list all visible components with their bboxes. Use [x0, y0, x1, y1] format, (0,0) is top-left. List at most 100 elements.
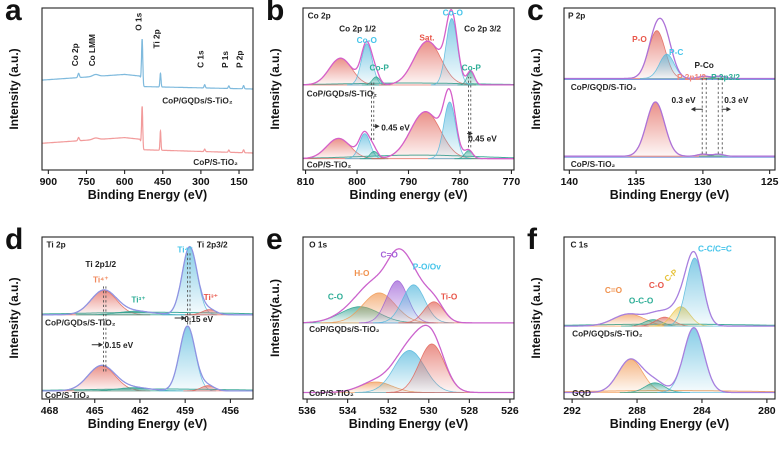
- svg-text:Ti³⁺: Ti³⁺: [204, 292, 218, 302]
- panel-f: f Intensity (a.u.) Binding Energy (eV) C…: [522, 223, 783, 458]
- svg-text:Co 2p 1/2: Co 2p 1/2: [339, 24, 376, 34]
- panel-d-plot: CoP/GQDs/S-TiO₂ CoP/S-TiO₂ 468 465 462 459 456…: [41, 236, 254, 417]
- svg-text:526: 526: [501, 405, 519, 417]
- panel-d: d Intensity (a.u.) Binding Energy (eV) C…: [0, 223, 261, 458]
- svg-text:CoP/GQDs/S-TiO₂: CoP/GQDs/S-TiO₂: [309, 324, 380, 334]
- svg-text:CoP/GQDs/S-TiO₂: CoP/GQDs/S-TiO₂: [45, 317, 116, 327]
- panel-c-letter: c: [527, 0, 544, 27]
- panel-a: a Intensity (a.u.) Binding Energy (eV) C…: [0, 0, 261, 229]
- svg-text:810: 810: [297, 176, 315, 188]
- svg-text:Ti 2p1/2: Ti 2p1/2: [85, 259, 116, 269]
- svg-text:Co-P: Co-P: [370, 62, 390, 72]
- svg-text:125: 125: [761, 176, 779, 188]
- svg-text:0.3 eV: 0.3 eV: [672, 95, 696, 105]
- svg-text:534: 534: [339, 405, 357, 417]
- svg-text:530: 530: [420, 405, 438, 417]
- svg-text:O-C-O: O-C-O: [629, 295, 654, 305]
- svg-text:CoP/S-TiO₂: CoP/S-TiO₂: [45, 390, 90, 400]
- svg-text:459: 459: [176, 405, 194, 417]
- panel-d-letter: d: [5, 223, 24, 256]
- panel-b-xlabel: Binding energy (eV): [349, 188, 468, 202]
- svg-text:750: 750: [78, 176, 96, 188]
- svg-text:462: 462: [131, 405, 149, 417]
- panel-e-letter: e: [266, 223, 283, 256]
- panel-e-xlabel: Binding Energy (eV): [348, 417, 469, 431]
- svg-text:Ti³⁺: Ti³⁺: [131, 295, 145, 305]
- svg-text:130: 130: [694, 176, 712, 188]
- svg-text:CoP/S-TiO₂: CoP/S-TiO₂: [307, 160, 352, 170]
- panel-b-plot: CoP/GQDs/S-TiO₂ CoP/S-TiO₂ 810 800 790 780 770…: [297, 7, 521, 188]
- svg-text:0.45 eV: 0.45 eV: [381, 122, 410, 132]
- panel-a-plot: CoP/GQDs/S-TiO₂ CoP/S-TiO₂ 900 750 600 450 300…: [40, 7, 254, 188]
- svg-text:Co 2p: Co 2p: [308, 11, 331, 21]
- svg-text:P-O: P-O: [632, 34, 647, 44]
- svg-text:CoP/S-TiO₂: CoP/S-TiO₂: [193, 157, 238, 167]
- svg-text:P 2p: P 2p: [568, 11, 585, 21]
- svg-text:Ti 2p: Ti 2p: [152, 29, 162, 48]
- svg-text:0.15 eV: 0.15 eV: [105, 340, 134, 350]
- svg-text:C=O: C=O: [605, 285, 623, 295]
- svg-text:135: 135: [627, 176, 645, 188]
- svg-text:465: 465: [86, 405, 104, 417]
- svg-text:456: 456: [222, 405, 240, 417]
- svg-text:Co-O: Co-O: [443, 7, 464, 17]
- panel-c: c Intensity (a.u.) Binding Energy (eV) C…: [522, 0, 783, 229]
- svg-text:H-O: H-O: [354, 268, 370, 278]
- panel-b-letter: b: [266, 0, 285, 27]
- panel-c-plot: CoP/GQD/S-TiO₂ CoP/S-TiO₂ 140 135 130 125 P 2p…: [561, 7, 779, 188]
- svg-text:C-O: C-O: [328, 291, 344, 301]
- svg-text:C=O: C=O: [381, 249, 399, 259]
- svg-text:Co 2p 3/2: Co 2p 3/2: [464, 24, 501, 34]
- svg-text:Ti⁴⁺: Ti⁴⁺: [177, 244, 193, 254]
- svg-text:536: 536: [298, 405, 316, 417]
- svg-text:P 1s: P 1s: [220, 51, 230, 68]
- panel-e: e Intensity(a.u.) Binding Energy (eV) Co…: [261, 223, 522, 458]
- panel-f-letter: f: [527, 223, 537, 256]
- svg-text:O 1s: O 1s: [309, 240, 327, 250]
- panel-b: b Intensity (a.u.) Binding energy (eV) C…: [261, 0, 522, 229]
- svg-text:CoP/S-TiO₂: CoP/S-TiO₂: [309, 388, 354, 398]
- svg-text:0.3 eV: 0.3 eV: [724, 95, 748, 105]
- svg-text:P 2p1/2: P 2p1/2: [677, 72, 706, 82]
- svg-text:CoP/GQDs/S-TiO₂: CoP/GQDs/S-TiO₂: [307, 88, 378, 98]
- svg-text:468: 468: [41, 405, 59, 417]
- svg-text:Ti 2p3/2: Ti 2p3/2: [197, 240, 228, 250]
- svg-text:450: 450: [154, 176, 172, 188]
- svg-text:532: 532: [379, 405, 397, 417]
- svg-text:P-C: P-C: [669, 47, 683, 57]
- svg-text:P 2p: P 2p: [235, 51, 245, 68]
- svg-text:Ti⁴⁺: Ti⁴⁺: [93, 274, 109, 284]
- svg-text:GQD: GQD: [572, 388, 591, 398]
- svg-text:C-P: C-P: [662, 266, 680, 283]
- panel-e-plot: CoP/GQDs/S-TiO₂ CoP/S-TiO₂ 536 534 532 530 528…: [298, 236, 519, 417]
- svg-text:Sat.: Sat.: [419, 32, 434, 42]
- svg-text:C 1s: C 1s: [196, 50, 206, 68]
- svg-text:780: 780: [451, 176, 469, 188]
- svg-text:CoP/S-TiO₂: CoP/S-TiO₂: [571, 159, 616, 169]
- svg-text:CoP/GQD/S-TiO₂: CoP/GQD/S-TiO₂: [571, 82, 637, 92]
- svg-text:900: 900: [40, 176, 58, 188]
- svg-text:Co 2p: Co 2p: [70, 43, 80, 66]
- svg-text:Ti 2p: Ti 2p: [47, 240, 66, 250]
- panel-c-xlabel: Binding Energy (eV): [609, 188, 730, 202]
- svg-text:140: 140: [561, 176, 579, 188]
- svg-text:CoP/GQDs/S-TiO₂: CoP/GQDs/S-TiO₂: [572, 329, 643, 339]
- svg-text:P-O/Ov: P-O/Ov: [413, 261, 442, 271]
- svg-text:284: 284: [693, 405, 711, 417]
- svg-text:790: 790: [400, 176, 418, 188]
- svg-text:P 2p3/2: P 2p3/2: [711, 72, 740, 82]
- panel-a-xlabel: Binding Energy (eV): [87, 188, 208, 202]
- svg-text:528: 528: [461, 405, 479, 417]
- svg-text:0.15 eV: 0.15 eV: [184, 314, 213, 324]
- svg-text:770: 770: [503, 176, 521, 188]
- panel-f-plot: CoP/GQDs/S-TiO₂ GQD 292 288 284 280 C 1s C-C/C=…: [563, 236, 776, 417]
- svg-text:600: 600: [116, 176, 134, 188]
- svg-text:CoP/GQDs/S-TiO₂: CoP/GQDs/S-TiO₂: [162, 96, 233, 106]
- panel-f-xlabel: Binding Energy (eV): [609, 417, 730, 431]
- svg-text:800: 800: [348, 176, 366, 188]
- svg-text:300: 300: [192, 176, 210, 188]
- svg-text:150: 150: [230, 176, 248, 188]
- svg-text:280: 280: [758, 405, 776, 417]
- panel-d-xlabel: Binding Energy (eV): [87, 417, 208, 431]
